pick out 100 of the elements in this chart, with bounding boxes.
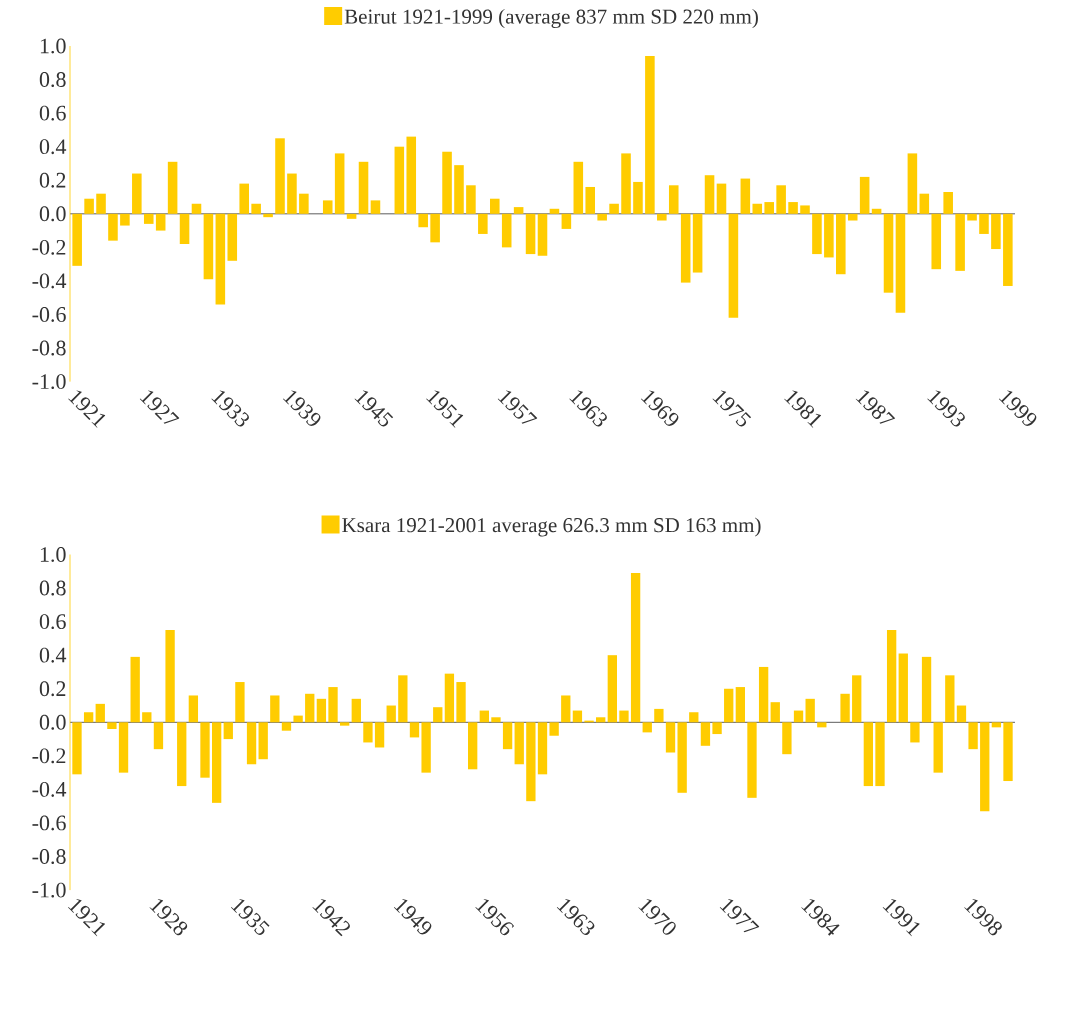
bar [502, 722, 513, 750]
bar [863, 722, 874, 787]
bar [573, 161, 584, 214]
bar [211, 722, 222, 803]
bar [758, 666, 769, 723]
bar [95, 703, 105, 723]
bar [479, 710, 489, 723]
bar [514, 722, 524, 765]
x-tick-label: 1963 [556, 898, 595, 936]
bar [704, 175, 715, 214]
x-tick-label: 1949 [393, 898, 432, 935]
bar [980, 722, 990, 812]
y-tick-label: -0.2 [32, 239, 66, 255]
y-tick-label: 0.6 [39, 614, 66, 630]
y-tick-label: -0.2 [32, 748, 66, 764]
x-tick-label: 1935 [230, 898, 270, 936]
bar [275, 138, 285, 214]
bar [251, 203, 261, 214]
bar [852, 675, 862, 723]
y-tick-label: 0.8 [39, 580, 66, 596]
y-tick-label: 0.4 [39, 139, 67, 155]
bar [188, 695, 199, 723]
bar [689, 712, 699, 723]
y-tick-label: -0.6 [32, 815, 66, 831]
bar [776, 185, 786, 214]
bar [322, 200, 333, 214]
bar [433, 707, 443, 723]
x-tick-label: 1970 [638, 898, 676, 935]
bar [478, 213, 488, 234]
bar [871, 208, 882, 214]
bar [824, 213, 834, 258]
y-tick-label: 0.6 [39, 105, 66, 121]
y-tick-label: -0.8 [32, 340, 66, 356]
bar [1003, 213, 1013, 286]
bar [572, 710, 583, 723]
bar [645, 56, 655, 214]
bar [287, 173, 297, 214]
bar [692, 213, 703, 273]
bar [263, 213, 273, 218]
bar [108, 213, 118, 241]
x-tick-label: 1928 [149, 898, 188, 936]
bar [968, 722, 978, 750]
bar [526, 722, 536, 802]
bar [513, 207, 524, 214]
y-tick-label: 0.4 [39, 647, 67, 663]
bar [910, 722, 920, 743]
x-tick-label: 1939 [283, 390, 321, 426]
bar [933, 722, 943, 773]
bar [215, 213, 226, 305]
bar [537, 213, 548, 256]
bar [374, 722, 385, 748]
bar [955, 213, 965, 271]
legend-label: Ksara 1921-2001 average 626.3 mm SD 163 mm) [342, 517, 761, 537]
bar [223, 722, 233, 740]
bar [346, 213, 357, 219]
bar [597, 213, 607, 221]
bar [607, 655, 617, 723]
bar [712, 722, 722, 735]
bar [130, 656, 140, 723]
y-tick-label: -0.6 [32, 307, 66, 322]
bar [406, 136, 417, 214]
bar [680, 213, 691, 283]
y-tick-label: -0.4 [32, 273, 67, 289]
bar [394, 146, 405, 214]
bar [501, 213, 512, 248]
bar [328, 687, 338, 723]
bar [370, 200, 381, 214]
bar [740, 178, 751, 214]
bar [609, 203, 619, 214]
x-tick-label: 1977 [719, 898, 760, 933]
bar [339, 722, 350, 726]
bar [1003, 722, 1013, 782]
x-tick-label: 1963 [569, 390, 607, 427]
x-tick-label: 1942 [312, 898, 350, 937]
bar [442, 151, 452, 214]
bar [466, 185, 476, 214]
bar [782, 722, 792, 755]
bar [179, 213, 190, 245]
bar [177, 722, 187, 787]
y-tick-label: -0.4 [32, 781, 67, 797]
x-tick-label: 1999 [998, 390, 1037, 426]
y-tick-label: 1.0 [40, 38, 66, 54]
bar [281, 722, 292, 731]
bar [316, 698, 327, 723]
bar [812, 213, 822, 255]
bar [293, 715, 303, 723]
bar [386, 705, 396, 723]
x-tick-label: 1945 [354, 390, 394, 427]
y-tick-label: 0.0 [39, 206, 66, 222]
x-tick-label: 1933 [211, 390, 249, 427]
y-tick-label: -1.0 [32, 882, 66, 898]
bar [270, 695, 280, 723]
bar [83, 712, 94, 723]
bar [665, 722, 676, 753]
x-tick-label: 1969 [640, 390, 679, 426]
bar [142, 712, 152, 723]
bar [454, 165, 464, 214]
bar [668, 185, 679, 214]
bar [239, 183, 249, 214]
bar [747, 722, 757, 798]
